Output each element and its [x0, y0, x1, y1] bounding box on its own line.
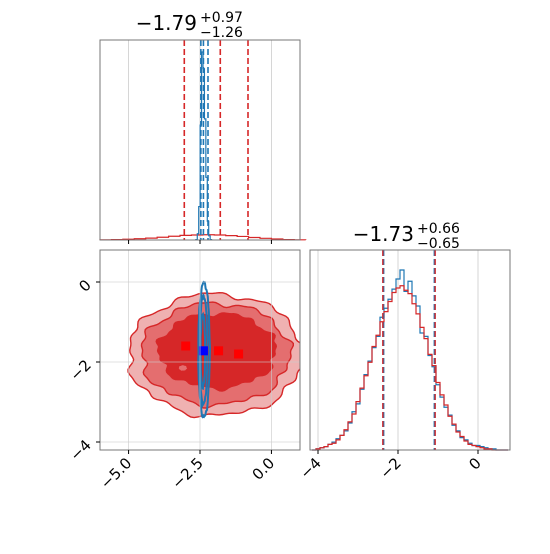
x-tick-label: −2 [376, 454, 404, 482]
marginal-y-title: −1.73 [353, 222, 414, 246]
panel-frame [309, 249, 511, 451]
joint-panel: −5.0 −2.5 0.0 −4 −2 0 [66, 249, 301, 493]
x-tick-label: −4 [296, 454, 324, 482]
blue-marker [198, 346, 208, 356]
marginal-x-title-value: −1.79 [136, 11, 197, 35]
y-tick-label: 0 [75, 276, 94, 295]
y-tick-label: −2 [66, 356, 94, 384]
marginal-x-title-plus: +0.97 [200, 10, 243, 26]
y-tick-label: −4 [66, 436, 94, 464]
marginal-x-panel [99, 39, 307, 244]
marginal-y-title-minus: −0.65 [417, 236, 460, 252]
x-tick-label: −2.5 [168, 454, 206, 492]
red-histogram [312, 285, 508, 451]
red-marker [214, 346, 224, 356]
x-tick-label: 0.0 [249, 454, 279, 484]
marginal-y-title-value: −1.73 [353, 222, 414, 246]
marginal-y-title-plus: +0.66 [417, 221, 460, 237]
x-tick-label: −5.0 [97, 454, 135, 492]
red-marker [234, 349, 244, 359]
joint-plot-area [100, 250, 300, 450]
marginal-y-panel: −4 −2 0 [296, 249, 511, 482]
x-tick-label: 0 [465, 454, 484, 473]
marginal-x-title: −1.79 [136, 11, 197, 35]
red-contour-island [177, 364, 189, 372]
blue-histogram [312, 269, 508, 451]
marginal-x-title-minus: −1.26 [200, 25, 243, 41]
red-marker [181, 341, 191, 351]
